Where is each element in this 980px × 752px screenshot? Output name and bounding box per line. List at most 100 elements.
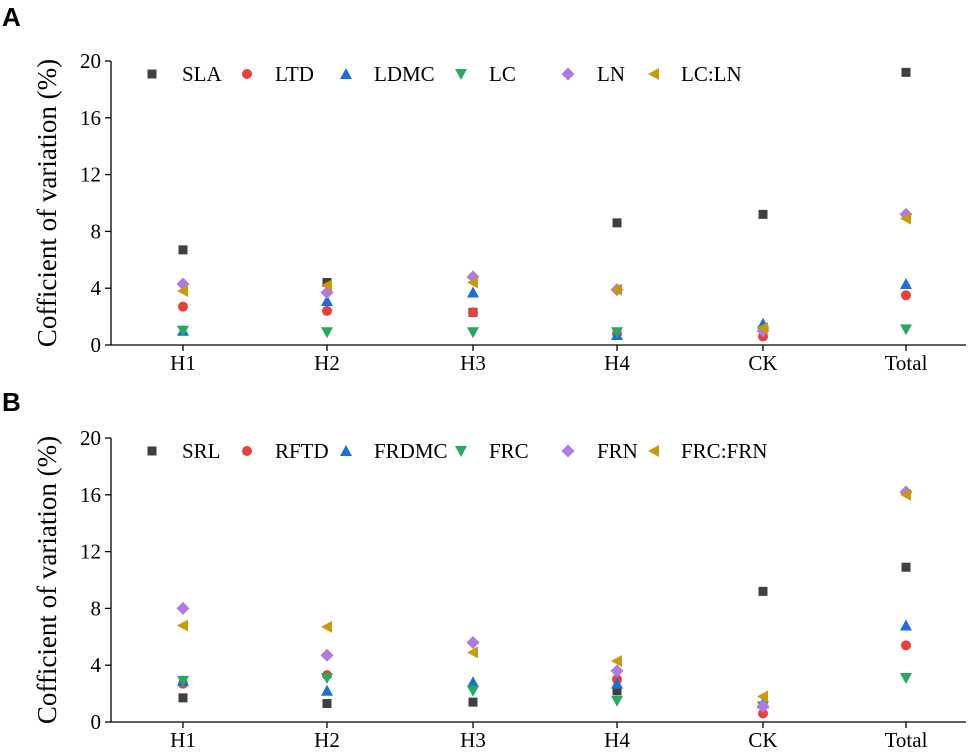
data-point [467, 646, 478, 659]
x-tick-label: H4 [604, 351, 630, 375]
data-point [320, 648, 334, 662]
data-point [468, 697, 478, 707]
data-point [611, 654, 622, 667]
data-point [611, 327, 623, 339]
data-point [467, 685, 479, 697]
data-point [900, 212, 911, 225]
data-point [467, 286, 479, 298]
legend-marker [648, 445, 659, 457]
data-point [177, 675, 189, 687]
y-tick-label: 8 [91, 596, 102, 620]
legend-label: SRL [182, 439, 221, 463]
legend-label: FRC [489, 439, 529, 463]
data-point [612, 686, 622, 696]
data-point [322, 305, 332, 316]
data-point [758, 708, 768, 719]
x-tick-label: H3 [460, 728, 486, 747]
y-tick-label: 4 [91, 653, 102, 677]
data-point [321, 294, 333, 306]
data-point [467, 676, 479, 688]
y-tick-label: 8 [91, 219, 102, 243]
legend-marker [561, 67, 575, 81]
panel-A: A 0 4 8 12 16 20 H1 H2 H3 H4 CK Total Cofficient of v… [2, 2, 966, 375]
x-tick-label: H2 [314, 351, 340, 375]
data-point [758, 586, 768, 596]
legend-marker [455, 446, 467, 457]
legend-marker [455, 69, 467, 80]
x-tick-label: H2 [314, 728, 340, 747]
legend-label: FRDMC [374, 439, 448, 463]
data-point [611, 677, 623, 689]
legend-label: LDMC [374, 62, 435, 86]
data-point [321, 279, 332, 292]
data-point [177, 619, 188, 632]
legend-label: SLA [182, 62, 223, 86]
data-point [900, 672, 912, 684]
legend-label: LC [489, 62, 516, 86]
data-point [321, 327, 333, 339]
data-point [610, 664, 624, 678]
legend-marker [242, 446, 252, 456]
panel-label: B [2, 387, 21, 417]
data-point [756, 699, 770, 713]
legend-label: RFTD [275, 439, 329, 463]
data-point [321, 684, 333, 696]
data-point [612, 218, 622, 228]
legend-marker [648, 68, 659, 80]
y-tick-label: 4 [91, 276, 102, 300]
data-point [611, 695, 623, 707]
data-point [900, 277, 912, 289]
data-point [321, 672, 333, 684]
data-point [467, 276, 478, 289]
y-axis-title: Cofficient of variation (%) [32, 59, 62, 347]
data-point [467, 327, 479, 339]
data-point [178, 301, 188, 312]
legend-marker [242, 69, 252, 79]
data-point [758, 209, 768, 219]
y-tick-label: 0 [91, 710, 102, 734]
data-point [178, 693, 188, 703]
data-point [177, 325, 189, 337]
data-point [321, 620, 332, 633]
data-point [176, 601, 190, 615]
data-point [757, 321, 768, 334]
data-point [178, 245, 188, 255]
legend-marker [340, 68, 352, 79]
data-point [901, 640, 911, 651]
y-tick-label: 12 [80, 540, 101, 564]
legend-label: FRC:FRN [681, 439, 767, 463]
data-point [468, 307, 478, 318]
y-tick-label: 16 [80, 106, 101, 130]
legend-label: LN [597, 62, 625, 86]
x-tick-label: H1 [170, 728, 196, 747]
legend-marker [147, 446, 157, 456]
legend-label: LC:LN [681, 62, 742, 86]
data-point [466, 635, 480, 649]
data-point [901, 67, 911, 77]
panel-B: B 0 4 8 12 16 20 H1 H2 H3 H4 CK Total Cofficient of v… [2, 387, 966, 752]
x-tick-label: Total [885, 351, 928, 375]
data-point [900, 619, 912, 631]
legend-label: LTD [275, 62, 314, 86]
data-point [901, 290, 911, 301]
panel-label: A [2, 2, 21, 32]
legend-marker [340, 445, 352, 456]
data-point [611, 283, 622, 296]
y-axis-title: Cofficient of variation (%) [32, 436, 62, 724]
data-point [322, 699, 332, 709]
x-tick-label: H1 [170, 351, 196, 375]
x-tick-label: Total [885, 728, 928, 747]
y-tick-label: 16 [80, 483, 101, 507]
x-tick-label: CK [748, 351, 777, 375]
y-tick-label: 20 [80, 49, 101, 73]
y-tick-label: 0 [91, 333, 102, 357]
legend-marker [561, 444, 575, 458]
data-point [757, 690, 768, 703]
data-point [901, 562, 911, 572]
data-point [900, 324, 912, 336]
x-tick-label: CK [748, 728, 777, 747]
data-point [900, 488, 911, 501]
x-tick-label: H4 [604, 728, 630, 747]
x-tick-label: H3 [460, 351, 486, 375]
